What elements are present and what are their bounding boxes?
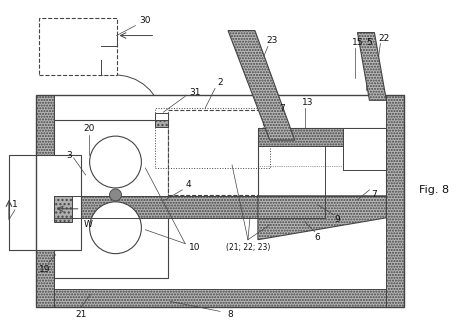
Bar — [54, 196, 325, 218]
Bar — [258, 146, 387, 196]
Text: 1: 1 — [12, 200, 18, 209]
Text: Fig. 8: Fig. 8 — [419, 185, 449, 195]
Text: 2: 2 — [217, 78, 223, 87]
Bar — [54, 196, 72, 222]
Text: 3: 3 — [66, 151, 72, 160]
Text: 10: 10 — [189, 243, 201, 252]
Ellipse shape — [90, 136, 142, 188]
Text: 31: 31 — [189, 88, 201, 97]
Text: 9: 9 — [335, 215, 340, 224]
Polygon shape — [258, 196, 387, 240]
Bar — [36, 290, 405, 307]
Text: 30: 30 — [140, 16, 151, 25]
Bar — [54, 196, 325, 218]
Bar — [155, 120, 169, 127]
Bar — [169, 110, 263, 195]
Text: 15: 15 — [352, 38, 363, 47]
Text: 8: 8 — [227, 310, 233, 319]
Bar — [36, 95, 405, 307]
Polygon shape — [357, 32, 387, 100]
Text: 4: 4 — [185, 180, 191, 189]
Bar — [258, 128, 387, 196]
Bar — [343, 128, 387, 170]
Text: 23: 23 — [266, 36, 278, 45]
Text: 21: 21 — [75, 310, 86, 319]
Bar — [54, 120, 169, 277]
Bar — [9, 155, 81, 250]
Text: 6: 6 — [315, 233, 320, 242]
Bar — [36, 95, 54, 307]
Text: 13: 13 — [302, 98, 313, 107]
Text: W: W — [84, 220, 93, 229]
Bar — [258, 128, 387, 146]
Bar — [387, 95, 405, 307]
Polygon shape — [228, 30, 295, 140]
Text: 7: 7 — [279, 104, 285, 113]
Text: 22: 22 — [379, 34, 390, 43]
Bar — [155, 113, 169, 126]
Text: 19: 19 — [39, 265, 51, 274]
Ellipse shape — [110, 189, 121, 201]
Text: 20: 20 — [83, 124, 94, 133]
Text: (21; 22; 23): (21; 22; 23) — [226, 243, 270, 252]
Bar — [155, 108, 270, 168]
Text: 5: 5 — [367, 38, 372, 47]
Bar — [39, 18, 117, 75]
Text: 7: 7 — [371, 190, 377, 199]
Bar — [54, 95, 387, 290]
Ellipse shape — [90, 202, 142, 254]
